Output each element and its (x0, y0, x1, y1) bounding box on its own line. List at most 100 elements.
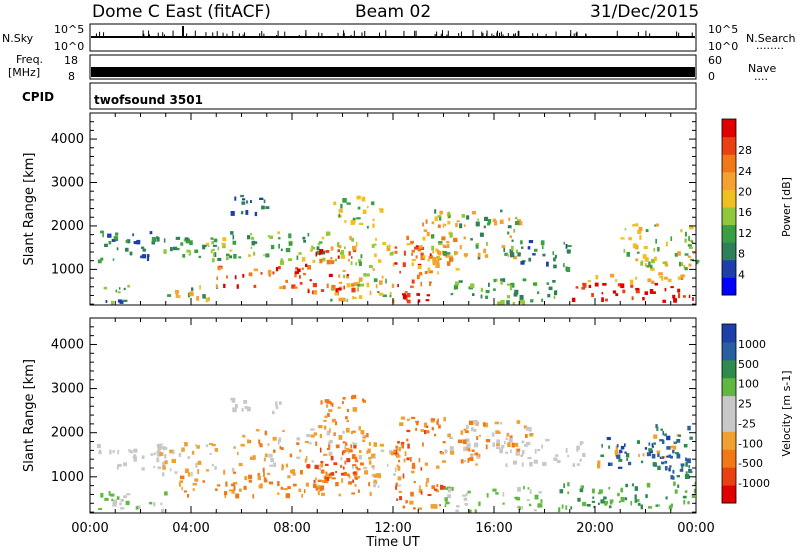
echo-cell (344, 246, 346, 249)
echo-cell (478, 501, 481, 507)
echo-cell (520, 261, 525, 265)
echo-cell (591, 488, 595, 494)
echo-cell (470, 427, 474, 432)
echo-cell (448, 215, 451, 218)
echo-cell (191, 287, 194, 291)
echo-cell (509, 235, 512, 238)
echo-cell (679, 261, 681, 267)
echo-cell (637, 229, 642, 235)
echo-cell (679, 468, 684, 472)
echo-cell (540, 240, 545, 246)
echo-cell (591, 500, 596, 503)
echo-cell (397, 440, 400, 444)
echo-cell (466, 215, 470, 220)
echo-cell (337, 249, 340, 253)
echo-cell (439, 504, 441, 507)
echo-cell (525, 434, 528, 438)
echo-cell (682, 495, 687, 499)
echo-cell (426, 231, 430, 237)
nave-tick-top: 60 (708, 54, 722, 67)
echo-cell (372, 466, 375, 470)
echo-cell (447, 220, 451, 225)
echo-cell (665, 263, 669, 267)
echo-cell (335, 288, 338, 293)
echo-cell (642, 453, 645, 457)
echo-cell (394, 250, 398, 254)
echo-cell (521, 440, 525, 444)
echo-cell (424, 430, 427, 435)
echo-cell (348, 481, 352, 485)
echo-cell (329, 472, 333, 476)
echo-cell (634, 223, 639, 227)
echo-cell (553, 457, 558, 461)
echo-cell (270, 244, 275, 250)
echo-cell (615, 445, 618, 450)
echo-cell (275, 267, 279, 272)
echo-cell (601, 292, 604, 295)
echo-cell (571, 297, 576, 303)
echo-cell (160, 446, 163, 450)
echo-cell (398, 446, 401, 452)
echo-cell (246, 406, 251, 412)
echo-cell (438, 242, 443, 245)
echo-cell (471, 211, 477, 215)
echo-cell (425, 219, 428, 224)
echo-cell (303, 272, 306, 276)
echo-cell (112, 450, 115, 453)
freq-band (91, 67, 695, 77)
echo-cell (444, 504, 447, 508)
echo-cell (326, 430, 330, 436)
echo-cell (257, 475, 261, 481)
echo-cell (278, 437, 282, 443)
echo-cell (485, 439, 491, 443)
echo-cell (529, 489, 532, 494)
echo-cell (482, 422, 486, 427)
echo-cell (566, 249, 571, 253)
echo-cell (242, 198, 246, 201)
echo-cell (485, 295, 489, 299)
plot-area (90, 318, 696, 513)
echo-cell (521, 300, 526, 305)
echo-cell (436, 420, 439, 425)
echo-cell (157, 448, 161, 454)
echo-cell (467, 458, 470, 463)
echo-cell (690, 258, 694, 261)
x-tick-label: 00:00 (677, 521, 714, 536)
echo-cell (363, 273, 367, 277)
echo-cell (403, 458, 406, 463)
echo-cell (687, 255, 691, 258)
echo-cell (566, 267, 571, 272)
echo-cell (661, 276, 664, 281)
echo-cell (351, 237, 354, 242)
echo-cell (268, 453, 273, 458)
echo-cell (389, 450, 393, 455)
echo-cell (335, 421, 337, 426)
echo-cell (479, 232, 484, 237)
echo-cell (100, 257, 104, 261)
echo-cell (511, 239, 514, 242)
echo-cell (411, 249, 415, 253)
echo-cell (338, 297, 343, 302)
echo-cell (373, 479, 377, 482)
echo-cell (533, 509, 537, 512)
echo-cell (338, 208, 343, 213)
echo-cell (467, 490, 471, 494)
echo-cell (278, 243, 280, 249)
echo-cell (342, 450, 346, 454)
echo-cell (232, 234, 235, 240)
echo-cell (162, 508, 165, 513)
echo-cell (519, 295, 524, 300)
colorbar-label: Velocity [m s-1] (780, 370, 793, 456)
echo-cell (608, 445, 611, 449)
echo-cell (132, 233, 134, 237)
echo-cell (397, 283, 399, 288)
echo-cell (367, 448, 371, 454)
echo-cell (248, 272, 253, 277)
echo-cell (430, 234, 435, 239)
echo-cell (619, 449, 622, 454)
echo-cell (447, 211, 451, 216)
echo-cell (426, 425, 429, 428)
echo-cell (647, 278, 652, 283)
echo-cell (342, 397, 346, 400)
echo-cell (346, 419, 349, 423)
